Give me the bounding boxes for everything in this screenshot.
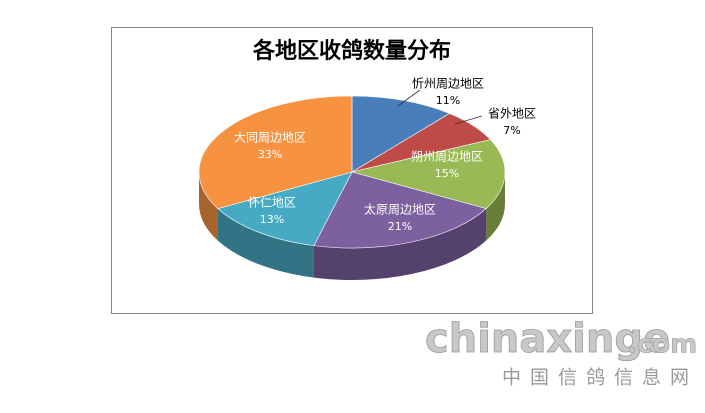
- leader-line: [454, 115, 483, 125]
- slice-label: 大同周边地区: [234, 131, 306, 145]
- slice-side: [217, 208, 314, 278]
- slice-label: 朔州周边地区: [411, 149, 483, 164]
- slice-label: 省外地区: [488, 107, 536, 121]
- slice-label: 太原周边地区: [364, 202, 436, 217]
- slice-value-label: 11%: [436, 94, 460, 107]
- slice: [198, 95, 353, 209]
- slice-label: 怀仁地区: [248, 196, 296, 210]
- slice-value-label: 7%: [503, 124, 520, 137]
- chart-title: 各地区收鸽数量分布: [252, 38, 451, 64]
- slice-value-label: 21%: [388, 220, 412, 233]
- slice-value-label: 13%: [260, 213, 284, 226]
- slice: [313, 171, 487, 249]
- slice-value-label: 33%: [258, 148, 282, 161]
- slice-side: [486, 172, 505, 241]
- slice-value-label: 15%: [435, 167, 459, 180]
- pie: 忻州周边地区 11% 省外地区 7% 朔州周边地区 15% 太原周边地区 21% 怀仁地区 13%…: [198, 77, 536, 281]
- slice: [351, 139, 506, 209]
- watermark-domain: .com: [627, 330, 697, 360]
- watermark-name: 中国信鸽信息网: [502, 367, 698, 389]
- slice-label: 忻州周边地区: [412, 77, 484, 91]
- watermark-site: chinaxinge: [425, 316, 670, 362]
- slice: [217, 171, 353, 246]
- leader-line: [397, 89, 421, 107]
- slice: [351, 95, 451, 173]
- slice-side: [199, 172, 218, 241]
